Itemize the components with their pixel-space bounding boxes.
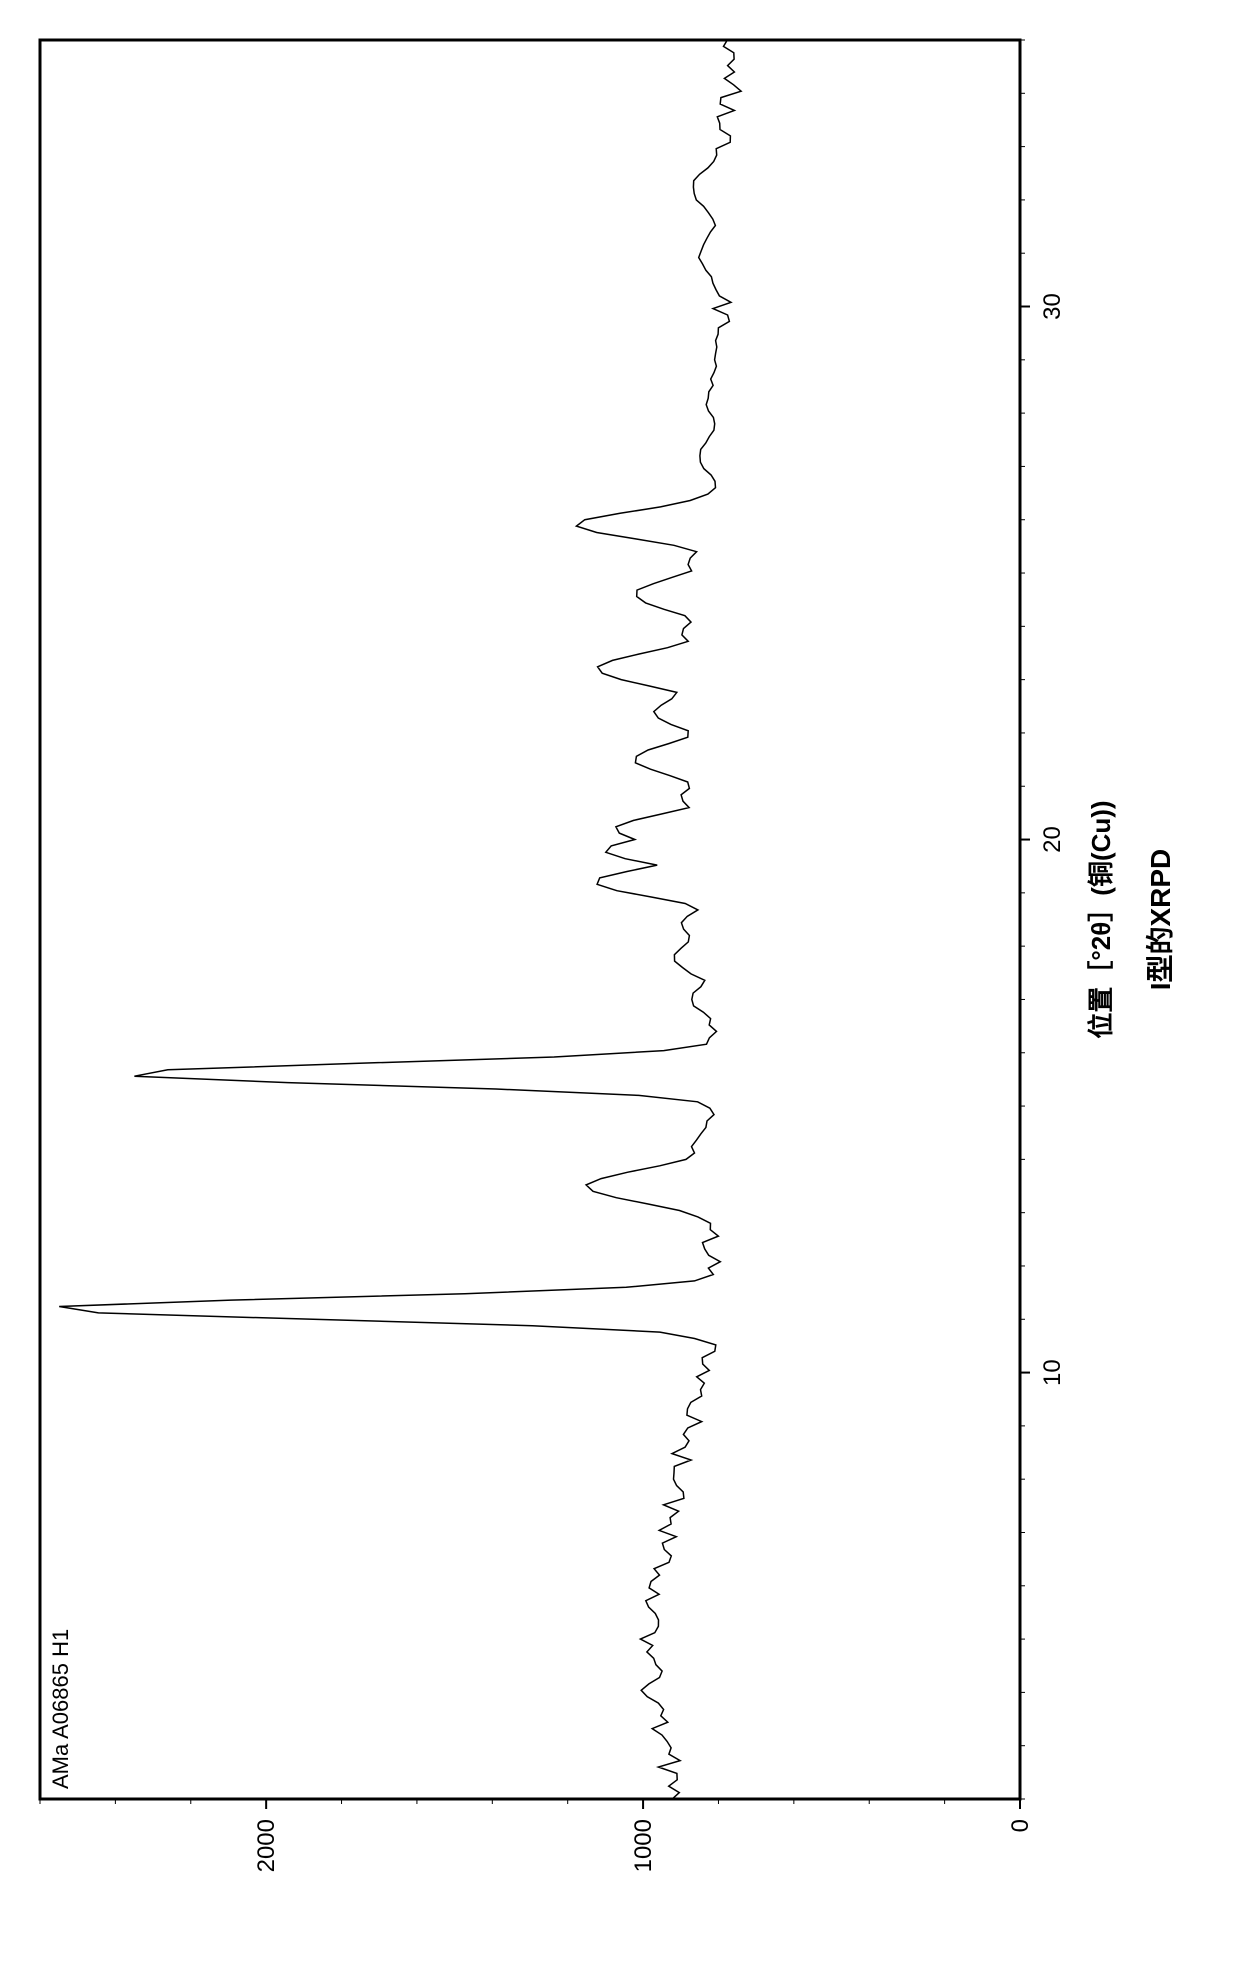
x-tick-label: 10 xyxy=(1039,1359,1066,1386)
chart-caption: I型的XRPD xyxy=(1144,849,1176,991)
y-tick-label: 2000 xyxy=(253,1819,280,1872)
x-tick-label: 20 xyxy=(1039,826,1066,853)
plot-svg: 10 20 30 0 1000 2000 位置［°2θ］(铜(Cu)) I型的XRPD AMa … xyxy=(20,20,1220,1949)
x-tick-label: 30 xyxy=(1039,293,1066,320)
y-tick-label: 0 xyxy=(1007,1819,1034,1832)
xrpd-chart: 10 20 30 0 1000 2000 位置［°2θ］(铜(Cu)) I型的XRPD AMa … xyxy=(20,20,1220,1949)
y-tick-label: 1000 xyxy=(630,1819,657,1872)
x-axis-label: 位置［°2θ］(铜(Cu)) xyxy=(1086,800,1116,1038)
sample-label: AMa A06865 H1 xyxy=(48,1629,73,1789)
